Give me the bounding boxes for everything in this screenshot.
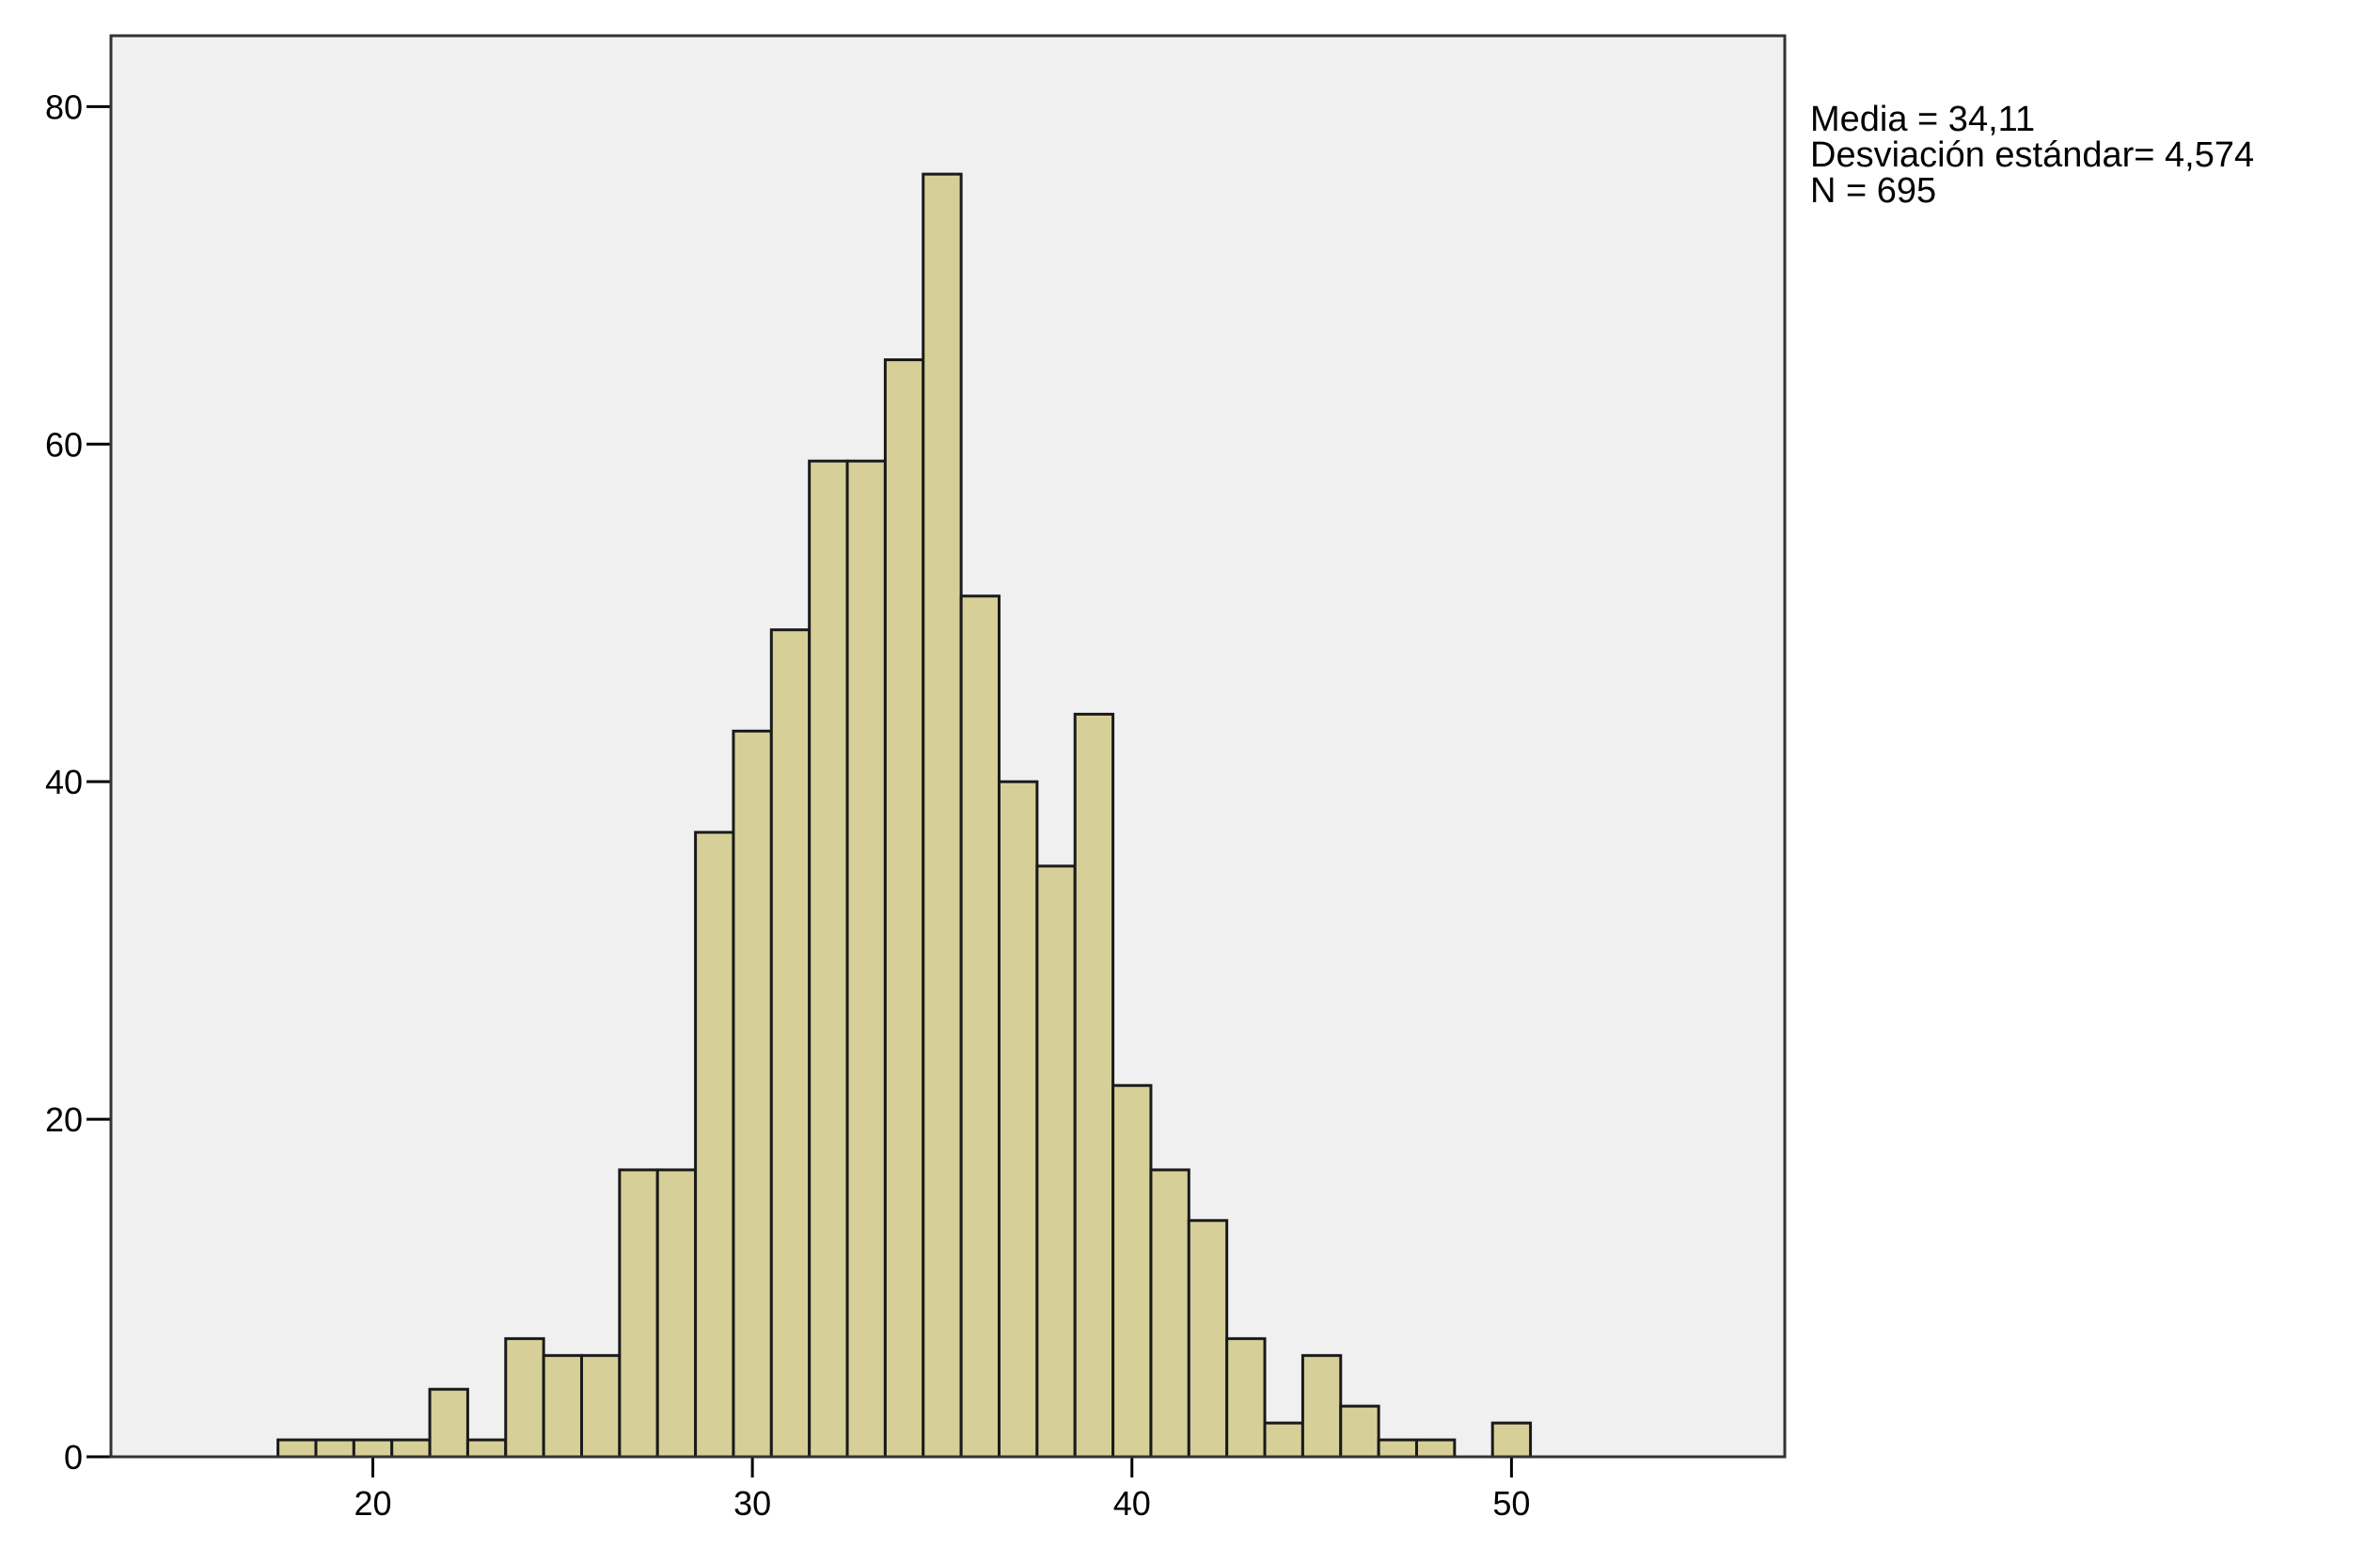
histogram-bar xyxy=(352,1438,394,1459)
histogram-bar xyxy=(618,1168,659,1459)
histogram-bar xyxy=(1225,1336,1267,1459)
histogram-bar xyxy=(845,459,887,1459)
histogram-bar xyxy=(390,1438,432,1459)
bars-group xyxy=(276,172,1533,1459)
histogram-bar xyxy=(808,459,849,1459)
y-tick-label: 0 xyxy=(64,1438,83,1477)
histogram-bar xyxy=(655,1168,698,1459)
histogram-bar xyxy=(883,358,925,1459)
histogram-bar xyxy=(314,1438,355,1459)
histogram-bar xyxy=(1035,864,1077,1459)
x-tick-label: 20 xyxy=(354,1484,391,1523)
y-tick-label: 20 xyxy=(45,1100,83,1139)
histogram-bar xyxy=(465,1438,508,1459)
x-tick-label: 30 xyxy=(733,1484,771,1523)
y-tick-label: 60 xyxy=(45,425,83,464)
histogram-bar xyxy=(1377,1438,1418,1459)
histogram-bar xyxy=(428,1387,469,1459)
y-tick-label: 80 xyxy=(45,87,83,126)
y-axis: 0 20 40 60 80 xyxy=(45,87,111,1477)
x-tick-label: 50 xyxy=(1492,1484,1530,1523)
histogram-bar xyxy=(276,1438,318,1459)
histogram-bar xyxy=(1187,1219,1229,1459)
histogram-bar xyxy=(997,780,1039,1459)
histogram-bar xyxy=(504,1336,545,1459)
mean-label: Media = 34,11 xyxy=(1810,100,2036,139)
statistics-legend: Media = 34,11 Desviación estándar= 4,574… xyxy=(1810,102,2254,209)
histogram-bar xyxy=(1339,1404,1380,1459)
histogram-bar xyxy=(580,1353,622,1459)
plot-frame xyxy=(109,34,1787,1459)
histogram-bar xyxy=(694,830,735,1459)
histogram-bar xyxy=(542,1353,584,1459)
histogram-bar xyxy=(1300,1353,1343,1459)
histogram-bar xyxy=(1263,1421,1304,1459)
histogram-bar xyxy=(1414,1438,1457,1459)
std-dev-label: Desviación estándar= 4,574 xyxy=(1810,135,2255,175)
histogram-bar xyxy=(959,594,1001,1459)
histogram-bar xyxy=(1111,1083,1153,1459)
x-tick-label: 40 xyxy=(1113,1484,1151,1523)
x-axis: 20 30 40 50 xyxy=(354,1457,1530,1523)
histogram-bar xyxy=(769,628,812,1459)
sample-size-label: N = 695 xyxy=(1810,171,1937,211)
histogram-bar xyxy=(1149,1168,1190,1459)
histogram-bar xyxy=(1073,712,1115,1459)
histogram-bar xyxy=(732,729,773,1459)
histogram-bar xyxy=(1490,1421,1533,1459)
histogram-bar xyxy=(922,172,963,1459)
y-tick-label: 40 xyxy=(45,763,83,801)
